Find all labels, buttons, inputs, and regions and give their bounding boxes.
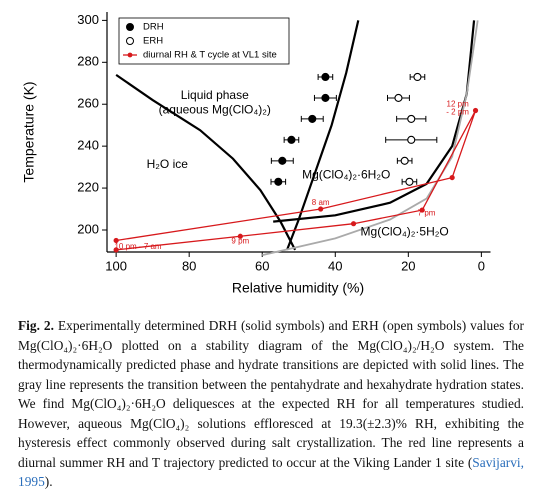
annotation: (aqueous Mg(ClO₄)₂) [159,103,271,117]
legend-label: DRH [143,22,164,33]
trajectory-point [113,247,119,253]
x-tick-label: 20 [401,258,415,273]
x-tick-label: 80 [182,258,196,273]
x-tick-label: 60 [255,258,269,273]
trajectory-point [350,221,357,227]
annotation: - 2 pm [446,108,469,117]
drh-point [274,177,283,186]
legend-label: diurnal RH & T cycle at VL1 site [143,50,277,61]
annotation: 12 pm [447,99,470,108]
y-tick-label: 240 [77,138,99,153]
trajectory-point [318,206,324,212]
erh-point [407,114,416,123]
caption-end: ). [44,474,53,489]
legend-label: ERH [143,36,163,47]
annotation: 9 pm [231,237,249,246]
chart: Temperature (K) Relative humidity (%) 20… [21,12,491,296]
caption-label: Fig. 2. [18,318,54,333]
trajectory-point [419,207,425,213]
x-tick-label: 0 [478,258,485,273]
trajectory-line [116,110,477,251]
phase-boundary [262,20,479,257]
erh-point [405,177,414,186]
drh-point [308,114,317,123]
annotation: H₂O ice [147,157,189,171]
legend-swatch [126,23,134,31]
trajectory-point [449,174,455,181]
trajectory-point [237,233,243,239]
x-tick-label: 100 [105,258,127,273]
drh-point [287,135,296,144]
annotation: Mg(ClO₄)₂·6H₂O [302,168,390,182]
x-tick-label: 40 [328,258,342,273]
annotation: Mg(ClO₄)₂·5H₂O [361,224,449,238]
trajectory-point [472,107,479,114]
y-tick-label: 260 [77,96,99,111]
erh-point [413,72,422,82]
y-tick-label: 280 [77,54,99,69]
annotation: 10 pm - 7 am [114,242,161,251]
x-axis-label: Relative humidity (%) [232,280,364,296]
y-tick-label: 300 [77,12,99,27]
annotation: 8 am [312,198,330,207]
drh-point [321,93,330,102]
annotation: 7 pm [418,208,436,217]
legend-swatch [127,52,133,58]
y-tick-label: 200 [77,221,99,236]
citation-link[interactable]: Savijarvi, 1995 [18,454,524,490]
phase-boundary [286,20,360,251]
caption: Fig. 2. Experimentally determined DRH (s… [18,316,524,492]
drh-point [321,72,330,82]
erh-point [400,156,409,165]
erh-point [394,93,403,102]
erh-point [407,135,416,144]
legend-swatch [126,37,134,45]
y-tick-label: 220 [77,180,99,195]
trajectory-point [113,237,119,244]
legend-box [118,17,290,65]
phase-boundary [273,20,476,223]
annotation: Liquid phase [181,88,249,102]
caption-text: Experimentally determined DRH (solid sym… [18,318,524,470]
drh-point [278,156,287,165]
y-axis-label: Temperature (K) [21,81,37,182]
